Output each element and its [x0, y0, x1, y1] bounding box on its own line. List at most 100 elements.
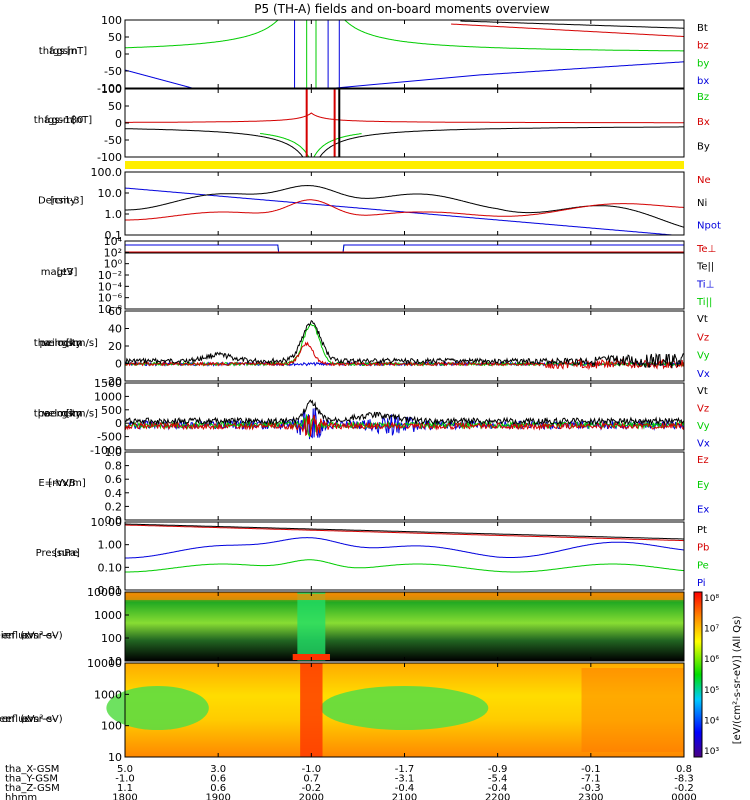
- colorbar-tick-label: 10⁴: [704, 716, 719, 726]
- panel-frame: [124, 451, 685, 521]
- y-tick-label: 10⁴: [104, 235, 123, 248]
- y-axis-label-line: E=-VxB: [38, 478, 75, 489]
- x-column-value: -0.3: [581, 783, 601, 794]
- y-tick-label: -100: [97, 151, 122, 164]
- x-column-value: 0.8: [676, 764, 692, 775]
- y-axis-label-line: [cm-3]: [50, 196, 83, 207]
- legend-fgs-2: by: [697, 58, 709, 69]
- y-axis-label-line: velocity: [42, 409, 81, 420]
- series-fgs-by: [125, 20, 684, 52]
- y-axis-label-line: [km/s]: [66, 409, 98, 420]
- y-axis-label-line: tha: [39, 46, 55, 57]
- y-tick-label: 10⁻²: [98, 269, 122, 282]
- spectrogram-spike: [300, 663, 323, 757]
- y-axis-label-line: eflux: [6, 714, 31, 725]
- x-column-value: 1800: [112, 793, 137, 800]
- legend-pressure-1: Pb: [697, 543, 709, 554]
- y-tick-label: 50: [108, 100, 122, 113]
- legend-peim_velocity-1: Vz: [697, 332, 709, 343]
- legend-fgs_perp-2: By: [697, 142, 710, 153]
- series-peem_velocity-Vt: [125, 399, 684, 426]
- y-tick-label: 100: [101, 632, 122, 645]
- y-axis-label-line: Pressure: [36, 548, 79, 559]
- spectrogram-band: [125, 594, 684, 600]
- series-pressure-Pt: [125, 523, 684, 540]
- y-tick-label: 50: [108, 31, 122, 44]
- y-tick-label: -1000: [90, 444, 122, 457]
- series-peim_velocity-Vt: [125, 319, 684, 369]
- y-axis-label-line: velocity: [42, 338, 81, 349]
- y-tick-label: 100: [101, 14, 122, 27]
- spectrogram-band: [581, 668, 684, 752]
- series-pressure-Pe: [125, 559, 684, 573]
- y-tick-label: 10.0: [98, 187, 123, 200]
- series-fgs_perp-By: [125, 126, 684, 157]
- y-tick-label: 1500: [94, 377, 122, 390]
- y-axis-label-line: gsm: [56, 46, 77, 57]
- x-column-value: 2100: [392, 793, 417, 800]
- panel-frame: [124, 521, 685, 591]
- y-axis-label: Density[cm-3]: [38, 196, 84, 207]
- legend-fgs-3: bx: [697, 76, 709, 87]
- y-axis-label-line: peem: [38, 409, 66, 420]
- series-fgs_perp-Bx: [125, 112, 684, 124]
- y-tick-label: 10000: [87, 586, 122, 599]
- legend-efield-2: Ex: [697, 505, 709, 516]
- y-tick-label: 1000: [94, 390, 122, 403]
- legend-peim_velocity-0: Vt: [697, 314, 708, 325]
- legend-density-1: Ni: [697, 198, 707, 209]
- y-tick-label: 10⁰: [104, 258, 123, 271]
- y-tick-label: 1000: [94, 609, 122, 622]
- y-axis-label: thapeirenefluxeV(cm²-s-sr-eV): [0, 631, 63, 642]
- x-column-value: 0.6: [210, 783, 226, 794]
- y-tick-label: 40: [108, 323, 122, 336]
- legend-pressure-2: Pe: [697, 560, 709, 571]
- panel-frame: [124, 171, 685, 236]
- y-tick-label: -20: [104, 375, 122, 388]
- legend-peem_velocity-2: Vy: [697, 421, 710, 432]
- x-column-value: -0.2: [674, 783, 694, 794]
- y-tick-label: 0.1: [105, 229, 123, 242]
- y-axis-label-line: [eV]: [57, 267, 78, 278]
- y-axis-label-line: magt3: [41, 267, 74, 278]
- legend-peim_velocity-3: Vx: [697, 369, 710, 380]
- y-axis-label-line: (cm²-s-: [20, 714, 56, 725]
- panel-mode_bar: [125, 161, 684, 169]
- y-axis-label-line: fgs: [49, 46, 64, 57]
- y-tick-label: -500: [97, 431, 122, 444]
- x-column-value: 1900: [205, 793, 230, 800]
- y-axis-label-line: tha: [34, 115, 50, 126]
- panel-density: 100.0 10.0 1.0 0.1 Density[cm-3] Ne Ni Npot: [38, 166, 721, 242]
- colorbar-tick-label: 10⁸: [704, 594, 719, 604]
- x-column-value: -0.1: [581, 764, 601, 775]
- series-fgs_perp-Bz: [260, 133, 362, 157]
- legend-density-0: Ne: [697, 175, 711, 186]
- y-axis-label-line: -180: [61, 115, 84, 126]
- y-axis-label-line: peer: [0, 714, 10, 725]
- y-tick-label: 0.6: [105, 473, 123, 486]
- legend-temperature-3: Ti||: [696, 297, 712, 308]
- y-axis-label-line: eV: [22, 631, 35, 642]
- y-tick-label: 10000: [87, 657, 122, 670]
- series-density-Ne: [125, 199, 684, 221]
- y-tick-label: 0.0: [105, 514, 123, 527]
- y-tick-label: -50: [104, 134, 122, 147]
- spectrogram-peir_spec: [125, 592, 684, 661]
- spectrogram-spike: [297, 592, 326, 661]
- panel-frame: [124, 310, 685, 382]
- x-column-value: 5.0: [117, 764, 133, 775]
- x-column-value: 3.0: [210, 764, 226, 775]
- x-column-value: 0000: [671, 793, 696, 800]
- colorbar-tick-label: 10⁵: [704, 686, 719, 696]
- y-axis-label-line: Density: [38, 196, 76, 207]
- y-tick-label: 0.10: [98, 561, 123, 574]
- y-axis-label-line: [km/s]: [66, 338, 98, 349]
- x-column-value: -3.1: [395, 774, 415, 785]
- x-column-value: -5.4: [488, 774, 508, 785]
- y-tick-label: 10⁻⁴: [98, 280, 123, 293]
- y-axis-label-line: [nPa]: [54, 548, 80, 559]
